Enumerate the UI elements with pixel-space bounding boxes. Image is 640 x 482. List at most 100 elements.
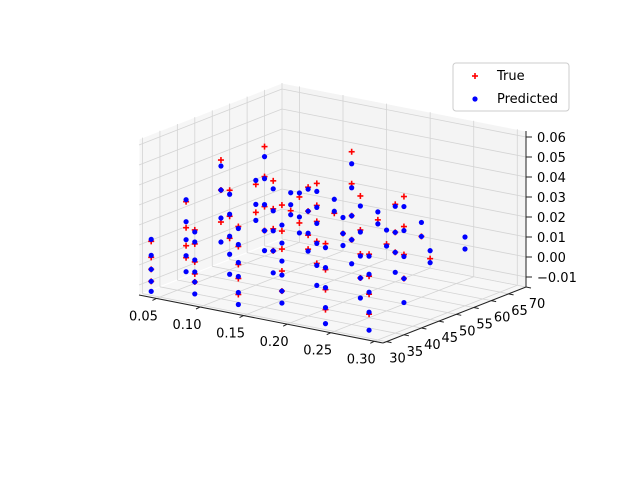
- data-point-predicted: [314, 262, 320, 269]
- data-point-true: [357, 192, 364, 199]
- data-point-predicted: [357, 229, 363, 235]
- data-point-predicted: [340, 214, 346, 221]
- x-tick-label: 0.20: [260, 335, 289, 350]
- data-point-predicted: [349, 161, 355, 167]
- grid-line-z-back: [281, 148, 527, 198]
- data-point-predicted: [235, 225, 241, 232]
- data-point-predicted: [279, 288, 285, 294]
- data-point-predicted: [235, 289, 241, 296]
- z-tick-label: 0.01: [537, 231, 566, 246]
- data-point-predicted: [366, 271, 372, 277]
- data-point-predicted: [366, 289, 372, 295]
- grid-line-y-floor: [177, 279, 422, 329]
- legend-marker-true-glyph: [472, 73, 478, 79]
- data-point-predicted: [392, 203, 398, 209]
- data-point-predicted: [322, 245, 329, 251]
- x-tick-mark: [152, 297, 157, 301]
- data-point-predicted: [227, 233, 233, 239]
- data-point-predicted: [261, 248, 268, 254]
- data-point-true: [183, 242, 190, 249]
- data-point-predicted: [331, 208, 337, 214]
- data-point-predicted: [401, 253, 407, 260]
- data-point-predicted: [235, 259, 241, 266]
- data-points: [148, 143, 468, 333]
- data-point-predicted: [296, 214, 303, 220]
- legend-box: [452, 62, 570, 112]
- data-point-predicted: [279, 222, 285, 228]
- data-point-predicted: [305, 186, 311, 192]
- data-point-predicted: [192, 279, 198, 285]
- z-tick-label: 0.04: [537, 171, 566, 186]
- x-tick-label: 0.15: [216, 327, 245, 342]
- z-tick-label: 0.05: [537, 151, 566, 166]
- data-point-true: [252, 209, 259, 216]
- data-point-predicted: [418, 219, 425, 226]
- grid-line-z-left: [138, 108, 283, 166]
- data-point-predicted: [305, 230, 311, 236]
- data-point-predicted: [218, 215, 224, 221]
- data-point-predicted: [192, 291, 198, 297]
- data-point-predicted: [296, 230, 303, 236]
- data-point-predicted: [192, 257, 198, 263]
- data-point-predicted: [418, 233, 425, 240]
- tick-labels: 0.05 0.10 0.15 0.20 0.25 0.30 30 35 40 45 50 55 60 65…: [129, 131, 577, 367]
- y-tick-mark: [421, 327, 427, 330]
- grid-line-x-floor: [243, 259, 387, 316]
- data-point-predicted: [235, 273, 241, 280]
- data-point-predicted: [322, 305, 329, 311]
- data-point-predicted: [227, 271, 233, 277]
- z-tick-label: 0.02: [537, 211, 566, 226]
- data-point-true: [183, 224, 190, 231]
- y-tick-label: 30: [389, 352, 406, 367]
- data-point-true: [261, 143, 268, 150]
- data-point-predicted: [462, 246, 468, 252]
- grid-line-z-left: [138, 228, 283, 286]
- data-point-predicted: [366, 327, 372, 333]
- data-point-predicted: [357, 295, 363, 301]
- y-tick-label: 55: [476, 317, 493, 332]
- data-point-predicted: [279, 300, 285, 306]
- data-point-true: [270, 177, 277, 184]
- y-tick-mark: [525, 286, 532, 289]
- x-tick-mark: [326, 332, 331, 336]
- data-point-predicted: [270, 248, 276, 254]
- x-tick-label: 0.05: [129, 309, 158, 324]
- data-point-predicted: [270, 186, 276, 192]
- y-tick-label: 35: [407, 345, 424, 360]
- data-point-predicted: [383, 227, 390, 233]
- y-tick-label: 45: [442, 331, 459, 346]
- y-tick-mark: [491, 300, 497, 303]
- data-point-predicted: [401, 203, 407, 210]
- data-point-predicted: [349, 261, 355, 267]
- y-tick-mark: [403, 334, 410, 337]
- data-point-predicted: [314, 240, 320, 247]
- data-point-predicted: [270, 270, 276, 276]
- y-tick-mark: [438, 320, 444, 323]
- y-tick-label: 40: [424, 338, 441, 353]
- data-point-predicted: [366, 253, 372, 259]
- y-tick-mark: [456, 313, 462, 316]
- data-point-predicted: [314, 282, 320, 289]
- y-tick-label: 60: [494, 311, 511, 326]
- data-point-predicted: [392, 249, 398, 255]
- data-point-predicted: [253, 217, 259, 223]
- grid-line-y-floor: [281, 238, 527, 288]
- grid-line-y-floor: [264, 245, 509, 295]
- data-point-predicted: [261, 202, 268, 208]
- x-tick-label: 0.25: [303, 344, 332, 359]
- grid-line-z-left: [138, 88, 283, 146]
- data-point-true: [313, 180, 320, 187]
- data-point-predicted: [227, 251, 233, 257]
- data-point-predicted: [427, 248, 433, 254]
- data-point-predicted: [349, 237, 355, 243]
- data-point-predicted: [218, 163, 224, 169]
- x-tick-mark: [239, 315, 244, 319]
- data-point-predicted: [349, 185, 355, 191]
- data-point-predicted: [340, 230, 346, 237]
- y-axis-line: [382, 286, 527, 344]
- grid-line-z-back: [281, 88, 527, 138]
- data-point-predicted: [322, 265, 329, 271]
- data-point-predicted: [227, 191, 233, 197]
- data-point-predicted: [331, 196, 337, 202]
